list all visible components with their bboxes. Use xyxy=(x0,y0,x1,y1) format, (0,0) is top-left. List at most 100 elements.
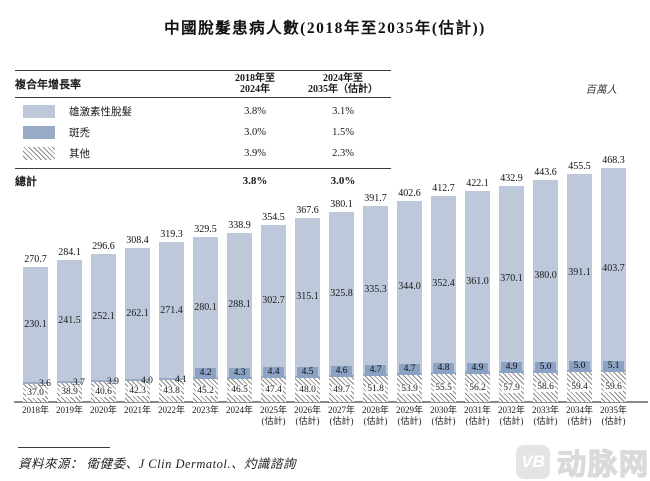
bar-total-label: 468.3 xyxy=(602,154,625,166)
cagr-column-2018-2024: 2018年至 2024年 xyxy=(215,73,295,96)
bar-2022年: 271.4 43.8 xyxy=(159,242,184,402)
areata-value-label: 4.0 xyxy=(141,375,153,386)
bar-2021年: 262.1 42.3 xyxy=(125,247,150,402)
cagr-table-header: 複合年增長率 2018年至 2024年 2024年至 2035年（估計） xyxy=(15,70,391,98)
x-axis-label: 2030年 (估計) xyxy=(422,405,466,426)
bar-2033年: 380.0 58.6 xyxy=(533,180,558,402)
bar-segment-androgenetic: 403.7 xyxy=(601,167,626,370)
row-value: 1.5% xyxy=(332,127,354,138)
other-value-label: 58.6 xyxy=(536,382,555,393)
bar-total-label: 402.6 xyxy=(398,187,421,199)
estimated-suffix: (估計) xyxy=(397,415,422,426)
areata-value-label: 4.6 xyxy=(331,366,352,378)
bar-segment-androgenetic: 280.1 xyxy=(193,237,218,378)
bar-segment-androgenetic: 391.1 xyxy=(567,174,592,370)
androgenetic-value-label: 302.7 xyxy=(262,294,285,306)
x-axis-label: 2025年 (估計) xyxy=(252,405,296,426)
bar-segment-androgenetic: 315.1 xyxy=(295,218,320,376)
unit-label: 百萬人 xyxy=(585,85,618,96)
row-value: 2.3% xyxy=(332,148,354,159)
cagr-table-body: 雄激素性脫髮 3.8% 3.1% 斑禿 3.0% 1.5% 其他 3.9% 2.… xyxy=(15,98,391,168)
bar-segment-areata xyxy=(159,378,184,381)
bar-2025年: 302.7 47.4 xyxy=(261,224,286,402)
areata-value-label: 5.1 xyxy=(603,361,624,373)
other-value-label: 49.7 xyxy=(332,384,351,395)
estimated-suffix: (估計) xyxy=(363,415,388,426)
vbdata-watermark: VB 动脉网 xyxy=(516,441,650,481)
bar-2019年: 241.5 38.9 xyxy=(57,259,82,402)
other-value-label: 45.2 xyxy=(196,385,215,396)
bar-segment-androgenetic: 271.4 xyxy=(159,242,184,379)
areata-value-label: 5.0 xyxy=(535,361,556,373)
row-value: 3.8% xyxy=(244,106,266,117)
other-value-label: 59.4 xyxy=(570,382,589,393)
estimated-suffix: (估計) xyxy=(499,415,524,426)
other-value-label: 59.6 xyxy=(604,382,623,393)
row-label: 雄激素性脫髮 xyxy=(69,107,132,118)
x-axis-label: 2029年 (估計) xyxy=(388,405,432,426)
total-value: 3.8% xyxy=(242,175,268,187)
column-header-line: 2024年至 xyxy=(323,72,363,84)
row-value: 3.9% xyxy=(244,148,266,159)
bar-total-label: 308.4 xyxy=(126,234,149,246)
androgenetic-value-label: 241.5 xyxy=(58,314,81,326)
bar-2032年: 370.1 57.9 xyxy=(499,185,524,402)
bar-segment-other: 48.0 xyxy=(295,378,320,402)
other-value-label: 46.5 xyxy=(230,385,249,396)
row-label: 斑禿 xyxy=(69,128,90,139)
bar-2020年: 252.1 40.6 xyxy=(91,253,116,402)
other-value-label: 56.2 xyxy=(468,382,487,393)
table-row-androgenetic: 雄激素性脫髮 3.8% 3.1% xyxy=(15,101,391,122)
other-value-label: 42.3 xyxy=(128,386,147,397)
x-axis-label: 2024年 xyxy=(225,405,253,415)
androgenetic-value-label: 335.3 xyxy=(364,284,387,296)
areata-swatch xyxy=(23,126,55,139)
areata-value-label: 4.4 xyxy=(263,367,284,379)
areata-value-label: 4.7 xyxy=(399,364,420,376)
row-value: 3.0% xyxy=(244,127,266,138)
areata-value-label: 4.1 xyxy=(175,375,187,386)
bar-segment-areata xyxy=(57,380,82,383)
areata-value-label: 4.3 xyxy=(229,367,250,379)
androgenetic-value-label: 262.1 xyxy=(126,307,149,319)
bar-segment-androgenetic: 241.5 xyxy=(57,259,82,381)
x-axis-line xyxy=(14,401,648,403)
androgenetic-value-label: 252.1 xyxy=(92,311,115,323)
androgenetic-value-label: 280.1 xyxy=(194,301,217,313)
bar-total-label: 329.5 xyxy=(194,224,217,236)
x-axis-label: 2033年 (估計) xyxy=(524,405,568,426)
bar-total-label: 296.6 xyxy=(92,240,115,252)
bar-2018年: 230.1 37.0 xyxy=(23,266,48,402)
x-axis-label: 2023年 xyxy=(191,405,219,415)
bar-total-label: 367.6 xyxy=(296,205,319,217)
areata-value-label: 3.9 xyxy=(107,376,119,387)
bar-segment-androgenetic: 352.4 xyxy=(431,195,456,372)
areata-value-label: 4.2 xyxy=(195,368,216,380)
bar-segment-androgenetic: 344.0 xyxy=(397,200,422,373)
bar-segment-other: 56.2 xyxy=(465,373,490,402)
other-value-label: 40.6 xyxy=(94,386,113,397)
other-value-label: 55.5 xyxy=(434,383,453,394)
bar-segment-androgenetic: 335.3 xyxy=(363,206,388,374)
bar-total-label: 455.5 xyxy=(568,161,591,173)
androgenetic-value-label: 288.1 xyxy=(228,299,251,311)
bar-total-label: 391.7 xyxy=(364,193,387,205)
other-hatch-swatch xyxy=(23,147,55,160)
androgenetic-value-label: 391.1 xyxy=(568,266,591,278)
chart-title: 中國脫髮患病人數(2018年至2035年(估計)) xyxy=(164,20,486,37)
x-axis-label: 2022年 xyxy=(157,405,185,415)
bar-segment-androgenetic: 325.8 xyxy=(329,211,354,375)
bar-total-label: 354.5 xyxy=(262,211,285,223)
total-value: 3.0% xyxy=(330,175,356,187)
bar-total-label: 338.9 xyxy=(228,219,251,231)
bar-total-label: 284.1 xyxy=(58,246,81,258)
bar-total-label: 422.1 xyxy=(466,177,489,189)
x-axis-label: 2031年 (估計) xyxy=(456,405,500,426)
bar-segment-other: 46.5 xyxy=(227,378,252,402)
x-axis-label: 2035年 (估計) xyxy=(592,405,636,426)
row-value: 3.1% xyxy=(332,106,354,117)
bar-segment-areata xyxy=(91,379,116,382)
bar-2034年: 391.1 59.4 xyxy=(567,174,592,402)
